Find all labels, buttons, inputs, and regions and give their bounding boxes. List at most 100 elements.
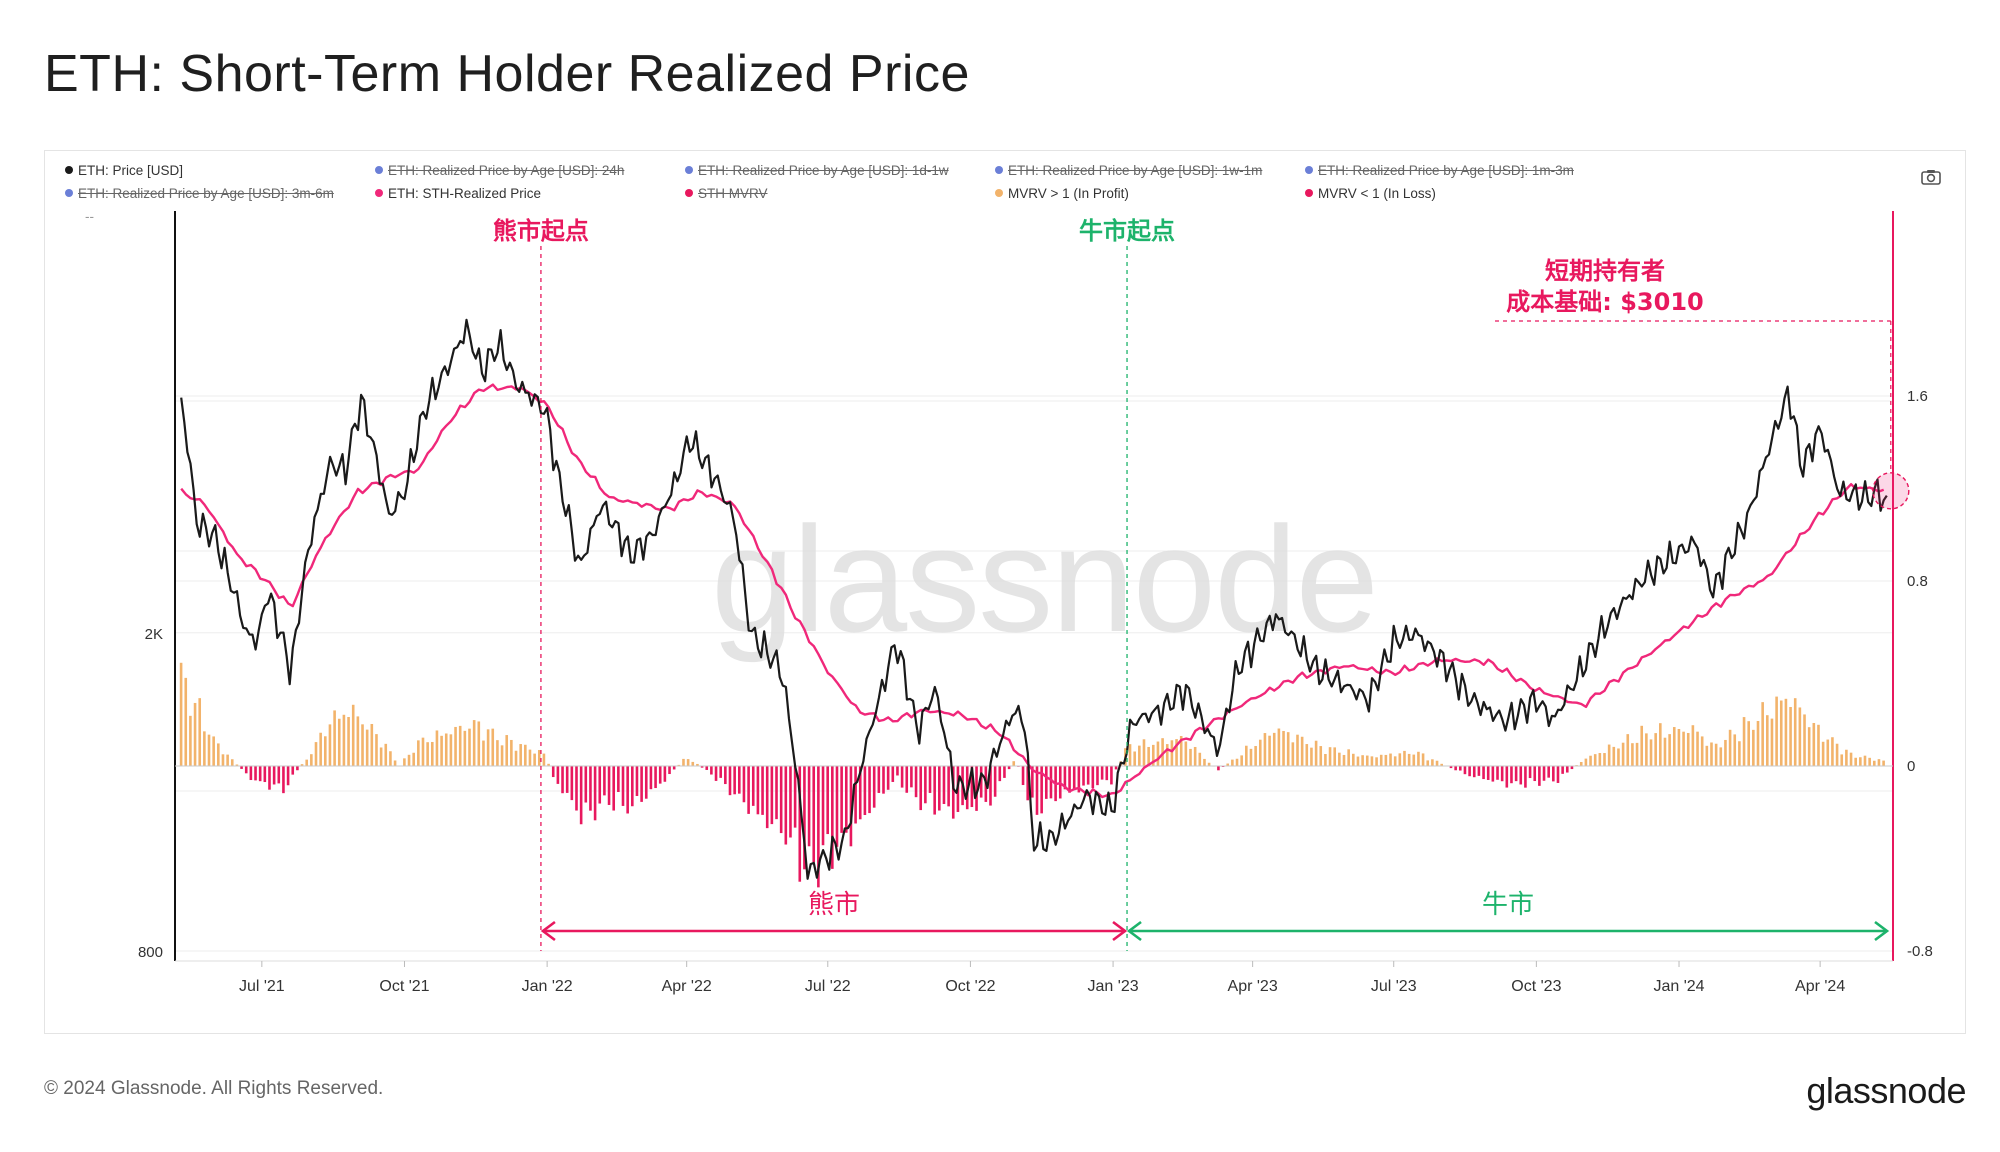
mvrv-loss-bar [1561,766,1564,774]
mvrv-profit-bar [542,753,546,766]
x-tick-label: Oct '21 [379,978,429,995]
mvrv-profit-bar [1426,760,1430,766]
legend-item[interactable]: STH MVRV [685,186,768,201]
mvrv-loss-bar [1552,766,1555,782]
legend-dot-icon [995,166,1003,174]
mvrv-loss-bar [933,766,936,815]
y-right-tick-label: 1.6 [1907,388,1928,405]
mvrv-profit-bar [510,739,513,766]
mvrv-loss-bar [626,766,629,814]
mvrv-profit-bar [477,721,481,766]
legend-item[interactable]: ETH: Price [USD] [65,163,183,178]
mvrv-loss-bar [1021,766,1025,786]
mvrv-profit-bar [1245,745,1248,766]
mvrv-profit-bar [1598,753,1602,766]
mvrv-loss-bar [1519,766,1523,785]
mvrv-loss-bar [1514,766,1518,782]
mvrv-profit-bar [1328,747,1332,766]
mvrv-loss-bar [910,766,913,788]
legend-label: ETH: Realized Price by Age [USD]: 3m-6m [78,186,334,201]
mvrv-loss-bar [868,766,871,814]
mvrv-profit-bar [1175,739,1178,766]
chart-plot: glassnode Jul '21 Oct '21 Jan '22 Apr '22 Jul… [138,211,1933,995]
y-left-tick-label: 2K [145,626,163,643]
mvrv-profit-bar [1151,744,1155,766]
legend-item[interactable]: ETH: Realized Price by Age [USD]: 1m-3m [1305,163,1574,178]
mvrv-profit-bar [403,758,406,766]
legend-item[interactable]: ETH: Realized Price by Age [USD]: 3m-6m [65,186,334,201]
chart-legend: ETH: Price [USD] ETH: Realized Price by A… [45,151,1967,224]
mvrv-loss-bar [710,766,713,775]
mvrv-profit-bar [1300,736,1304,766]
legend-item[interactable]: ETH: STH-Realized Price [375,186,541,201]
mvrv-profit-bar [1672,727,1676,766]
mvrv-profit-bar [1184,741,1188,766]
mvrv-profit-bar [514,750,518,766]
mvrv-profit-bar [1738,741,1741,766]
mvrv-loss-bar [1068,766,1071,793]
mvrv-profit-bar [1375,757,1378,766]
mvrv-loss-bar [296,766,299,771]
mvrv-profit-bar [226,754,229,766]
mvrv-profit-bar [314,742,318,766]
mvrv-loss-bar [1524,766,1527,788]
mvrv-loss-bar [1100,766,1104,780]
mvrv-loss-bar [831,766,834,869]
mvrv-loss-bar [1510,766,1513,784]
mvrv-profit-bar [1189,748,1192,766]
mvrv-loss-bar [1063,766,1067,790]
mvrv-loss-bar [1500,766,1504,782]
mvrv-profit-bar [1612,746,1616,766]
mvrv-loss-bar [1082,766,1085,786]
mvrv-loss-bar [672,766,676,770]
camera-icon[interactable] [1921,169,1941,185]
mvrv-profit-bar [1291,742,1295,766]
legend-dot-icon [1305,166,1313,174]
mvrv-profit-bar [1789,706,1792,766]
mvrv-profit-bar [496,740,499,766]
mvrv-profit-bar [1161,738,1164,766]
mvrv-loss-bar [575,766,578,811]
mvrv-profit-bar [1231,759,1234,766]
mvrv-loss-bar [779,766,783,834]
mvrv-profit-bar [1626,734,1630,766]
mvrv-profit-bar [1138,745,1141,766]
mvrv-loss-bar [919,766,923,811]
legend-item[interactable]: ETH: Realized Price by Age [USD]: 24h [375,163,624,178]
legend-item[interactable]: MVRV > 1 (In Profit) [995,186,1129,201]
mvrv-profit-bar [1868,757,1871,766]
mvrv-profit-bar [1863,755,1867,766]
mvrv-loss-bar [1542,766,1546,781]
legend-label: STH MVRV [698,186,768,201]
legend-label: ETH: Realized Price by Age [USD]: 1w-1m [1008,163,1263,178]
mvrv-loss-bar [1454,766,1457,771]
mvrv-profit-bar [389,751,392,766]
bear-range-arrow-head-left [540,920,556,942]
mvrv-loss-bar [747,766,750,814]
mvrv-profit-bar [1579,761,1583,766]
legend-label: ETH: STH-Realized Price [388,186,542,201]
sth-cost-label-line1: 短期持有者 [1545,257,1665,285]
mvrv-loss-bar [621,766,625,806]
legend-item[interactable]: ETH: Realized Price by Age [USD]: 1d-1w [685,163,949,178]
legend-dot-icon [375,189,383,197]
mvrv-profit-bar [430,741,434,766]
mvrv-loss-bar [700,766,704,768]
mvrv-profit-bar [1877,759,1881,766]
mvrv-profit-bar [1691,725,1695,766]
legend-item[interactable]: ETH: Realized Price by Age [USD]: 1w-1m [995,163,1262,178]
mvrv-loss-bar [1472,766,1476,778]
mvrv-loss-bar [989,766,992,806]
mvrv-loss-bar [658,766,662,784]
mvrv-profit-bar [1133,751,1136,766]
mvrv-loss-bar [733,766,736,795]
mvrv-profit-bar [370,723,374,766]
sth-cost-label-line2: 成本基础: $3010 [1506,288,1703,316]
mvrv-profit-bar [1779,700,1783,766]
mvrv-loss-bar [1565,766,1569,773]
mvrv-loss-bar [254,766,257,781]
mvrv-loss-bar [863,766,867,816]
legend-item[interactable]: MVRV < 1 (In Loss) [1305,186,1436,201]
mvrv-profit-bar [337,718,341,766]
mvrv-loss-bar [891,766,895,782]
